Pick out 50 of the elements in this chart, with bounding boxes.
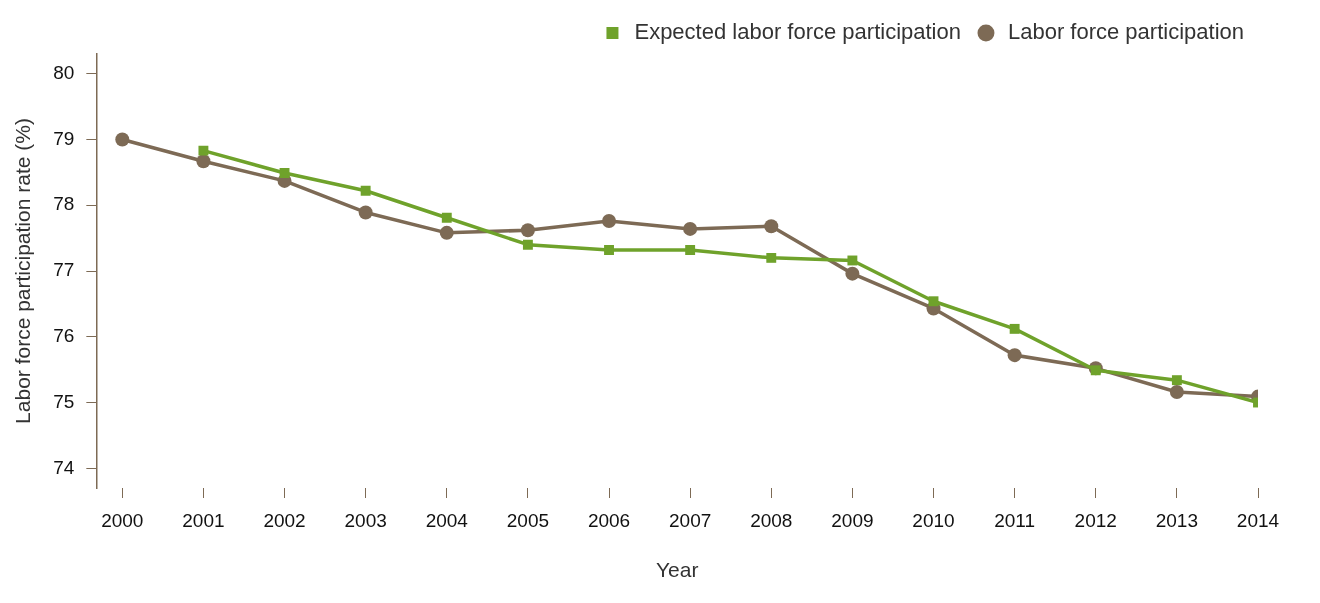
y-tick-label: 76 xyxy=(53,324,75,346)
legend-label: Labor force participation xyxy=(1007,19,1244,45)
point xyxy=(358,205,373,220)
x-tick-label: 2008 xyxy=(750,509,793,531)
x-tick-label: 2007 xyxy=(669,509,712,531)
point xyxy=(1009,323,1020,334)
point xyxy=(439,225,454,240)
point xyxy=(847,255,858,266)
x-axis-title: Year xyxy=(655,558,699,582)
point xyxy=(520,223,535,238)
y-tick-label: 75 xyxy=(53,390,75,412)
point xyxy=(279,168,290,178)
point xyxy=(1007,348,1022,363)
point xyxy=(683,221,698,236)
point xyxy=(685,245,696,255)
point xyxy=(196,154,211,169)
point xyxy=(602,214,617,229)
x-tick-label: 2006 xyxy=(587,509,631,531)
point xyxy=(198,145,209,156)
point xyxy=(928,296,939,307)
x-tick-label: 2014 xyxy=(1236,509,1280,531)
point xyxy=(115,132,130,147)
point xyxy=(441,212,452,223)
legend-label: Expected labor force participation xyxy=(634,19,961,45)
point xyxy=(766,252,777,263)
x-tick-label: 2005 xyxy=(506,509,550,531)
x-tick-label: 2000 xyxy=(101,509,144,531)
y-tick-label: 74 xyxy=(53,456,75,478)
x-tick-label: 2001 xyxy=(182,509,225,531)
x-tick-label: 2012 xyxy=(1074,509,1117,531)
x-tick-label: 2003 xyxy=(344,509,387,531)
y-tick-label: 78 xyxy=(53,193,75,215)
point xyxy=(845,266,860,281)
point xyxy=(1171,375,1182,386)
point xyxy=(1169,384,1184,399)
point xyxy=(764,219,779,234)
x-tick-label: 2013 xyxy=(1155,509,1199,531)
y-axis-title: Labor force participation rate (%) xyxy=(11,118,35,424)
y-tick-label: 77 xyxy=(53,259,75,281)
x-tick-label: 2011 xyxy=(994,509,1036,531)
point xyxy=(604,245,614,255)
point xyxy=(1090,365,1101,376)
x-tick-label: 2009 xyxy=(831,509,874,531)
x-tick-label: 2010 xyxy=(912,509,955,531)
x-tick-label: 2004 xyxy=(425,509,469,531)
y-tick-label: 79 xyxy=(53,127,75,149)
point xyxy=(360,185,371,196)
x-tick-label: 2002 xyxy=(263,509,306,531)
y-tick-label: 80 xyxy=(53,61,75,83)
point xyxy=(522,239,533,250)
